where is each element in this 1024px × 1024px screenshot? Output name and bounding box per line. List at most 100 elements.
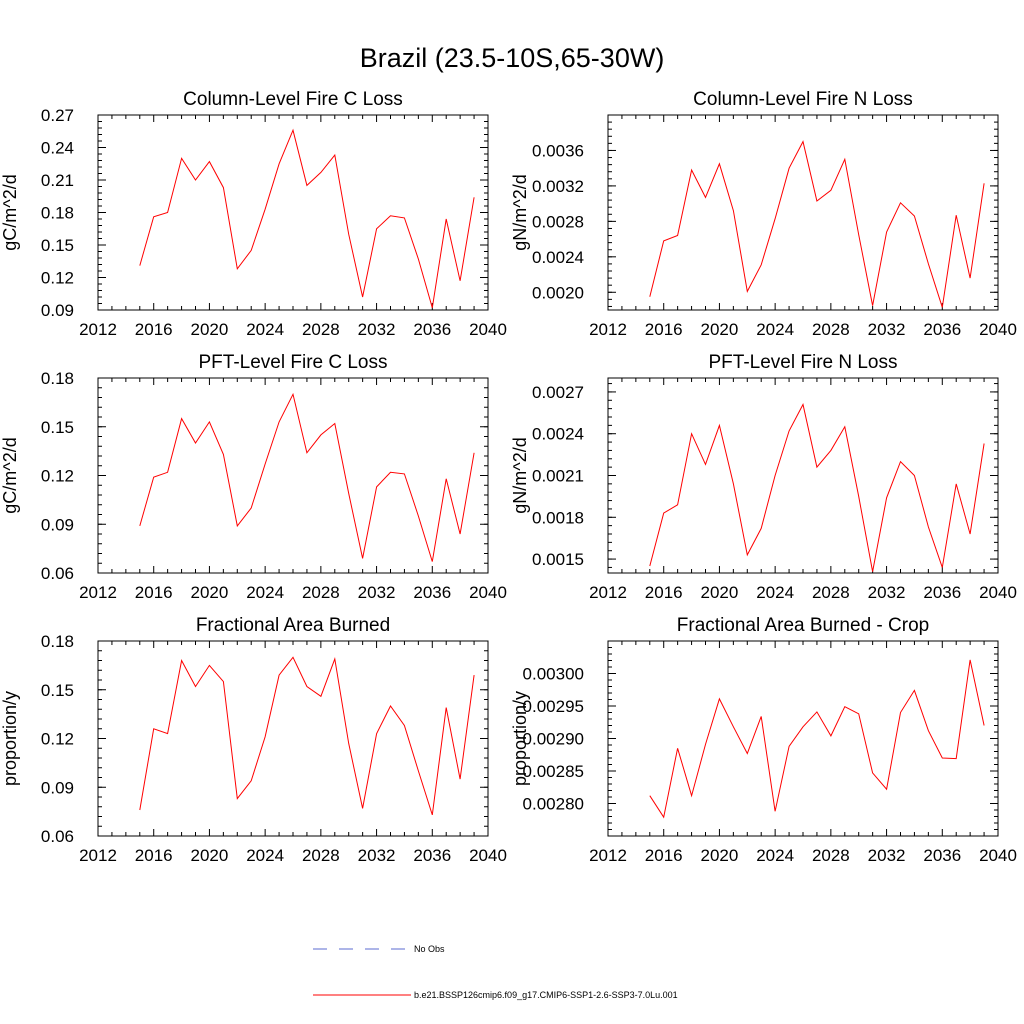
y-tick-label: 0.06 (41, 564, 74, 583)
x-tick-label: 2020 (191, 846, 229, 865)
x-tick-label: 2012 (589, 846, 627, 865)
x-tick-label: 2012 (589, 583, 627, 602)
y-tick-label: 0.09 (41, 515, 74, 534)
panel-title: Fractional Area Burned (196, 615, 390, 636)
y-tick-label: 0.24 (41, 139, 74, 158)
x-tick-label: 2032 (358, 320, 396, 339)
x-tick-label: 2012 (589, 320, 627, 339)
x-tick-label: 2028 (302, 583, 340, 602)
y-tick-label: 0.12 (41, 467, 74, 486)
y-tick-label: 0.06 (41, 827, 74, 846)
x-tick-label: 2036 (413, 320, 451, 339)
y-tick-label: 0.12 (41, 730, 74, 749)
y-tick-label: 0.00300 (523, 665, 584, 684)
x-tick-label: 2040 (469, 320, 507, 339)
y-tick-label: 0.21 (41, 171, 74, 190)
panel-title: PFT-Level Fire C Loss (199, 352, 388, 373)
plot-frame (97, 114, 489, 311)
y-tick-label: 0.0027 (532, 383, 584, 402)
x-tick-label: 2020 (191, 583, 229, 602)
x-tick-label: 2028 (812, 583, 850, 602)
y-axis-label: proportion/y (0, 691, 20, 786)
y-tick-label: 0.15 (41, 236, 74, 255)
y-tick-label: 0.0028 (532, 212, 584, 231)
y-axis-label: gC/m^2/d (0, 437, 20, 513)
x-tick-label: 2020 (701, 320, 739, 339)
panel-title: Column-Level Fire N Loss (693, 89, 913, 110)
x-tick-label: 2016 (135, 583, 173, 602)
x-tick-label: 2040 (979, 583, 1017, 602)
y-axis-label: gN/m^2/d (510, 437, 530, 513)
y-tick-label: 0.12 (41, 269, 74, 288)
series-line (139, 656, 475, 816)
y-tick-label: 0.0032 (532, 177, 584, 196)
chart-panel-6: Fractional Area Burned - Crop 2012 2016 202… (510, 615, 1017, 865)
y-tick-label: 0.18 (41, 204, 74, 223)
x-tick-label: 2020 (701, 583, 739, 602)
panel-title: Column-Level Fire C Loss (183, 89, 403, 110)
x-tick-label: 2028 (812, 320, 850, 339)
x-tick-label: 2012 (79, 846, 117, 865)
x-tick-label: 2032 (868, 583, 906, 602)
x-tick-label: 2040 (469, 583, 507, 602)
x-tick-label: 2012 (79, 583, 117, 602)
x-tick-label: 2040 (979, 320, 1017, 339)
chart-panel-5: Fractional Area Burned 2012 2016 2020 2024 20… (0, 615, 507, 865)
chart-panel-2: Column-Level Fire N Loss 2012 2016 2020 2024… (510, 89, 1017, 339)
panel-title: Fractional Area Burned - Crop (677, 615, 929, 636)
y-tick-label: 0.0036 (532, 141, 584, 160)
panel-title: PFT-Level Fire N Loss (709, 352, 898, 373)
x-tick-label: 2036 (923, 583, 961, 602)
chart-panel-3: PFT-Level Fire C Loss 2012 2016 2020 2024 202… (0, 352, 507, 602)
y-tick-label: 0.0024 (532, 425, 584, 444)
chart-panels: Column-Level Fire C Loss 2012 2016 2020 2024… (0, 89, 1017, 865)
x-tick-label: 2028 (302, 320, 340, 339)
series-line (649, 403, 985, 572)
plot-frame (607, 377, 999, 574)
legend-label-model-run: b.e21.BSSP126cmip6.f09_g17.CMIP6-SSP1-2.… (414, 990, 678, 1000)
y-tick-label: 0.00290 (523, 730, 584, 749)
y-tick-label: 0.18 (41, 369, 74, 388)
series-line (649, 659, 985, 819)
y-tick-label: 0.09 (41, 301, 74, 320)
y-tick-label: 0.18 (41, 632, 74, 651)
x-tick-label: 2024 (246, 846, 284, 865)
x-tick-label: 2020 (701, 846, 739, 865)
plot-frame (607, 640, 999, 837)
y-axis-label: proportion/y (510, 691, 530, 786)
series-line (139, 392, 475, 562)
x-tick-label: 2016 (645, 846, 683, 865)
y-tick-label: 0.0015 (532, 550, 584, 569)
x-tick-label: 2016 (135, 320, 173, 339)
x-tick-label: 2020 (191, 320, 229, 339)
x-tick-label: 2040 (469, 846, 507, 865)
y-tick-label: 0.09 (41, 778, 74, 797)
x-tick-label: 2024 (756, 320, 794, 339)
x-tick-label: 2024 (246, 583, 284, 602)
y-axis-label: gC/m^2/d (0, 174, 20, 250)
y-tick-label: 0.0018 (532, 508, 584, 527)
y-tick-label: 0.00285 (523, 762, 584, 781)
x-tick-label: 2032 (358, 846, 396, 865)
x-tick-label: 2024 (756, 583, 794, 602)
chart-panel-1: Column-Level Fire C Loss 2012 2016 2020 2024… (0, 89, 507, 339)
legend-label-no-obs: No Obs (414, 944, 445, 954)
y-tick-label: 0.15 (41, 681, 74, 700)
x-tick-label: 2036 (923, 320, 961, 339)
y-tick-label: 0.15 (41, 418, 74, 437)
figure-title: Brazil (23.5-10S,65-30W) (360, 43, 665, 73)
x-tick-label: 2032 (868, 846, 906, 865)
x-tick-label: 2016 (645, 320, 683, 339)
x-tick-label: 2028 (302, 846, 340, 865)
x-tick-label: 2040 (979, 846, 1017, 865)
x-tick-label: 2036 (923, 846, 961, 865)
x-tick-label: 2016 (135, 846, 173, 865)
y-tick-label: 0.27 (41, 106, 74, 125)
x-tick-label: 2032 (868, 320, 906, 339)
x-tick-label: 2036 (413, 846, 451, 865)
x-tick-label: 2016 (645, 583, 683, 602)
legend: No Obs b.e21.BSSP126cmip6.f09_g17.CMIP6-… (313, 944, 678, 1000)
x-tick-label: 2032 (358, 583, 396, 602)
plot-frame (97, 377, 489, 574)
